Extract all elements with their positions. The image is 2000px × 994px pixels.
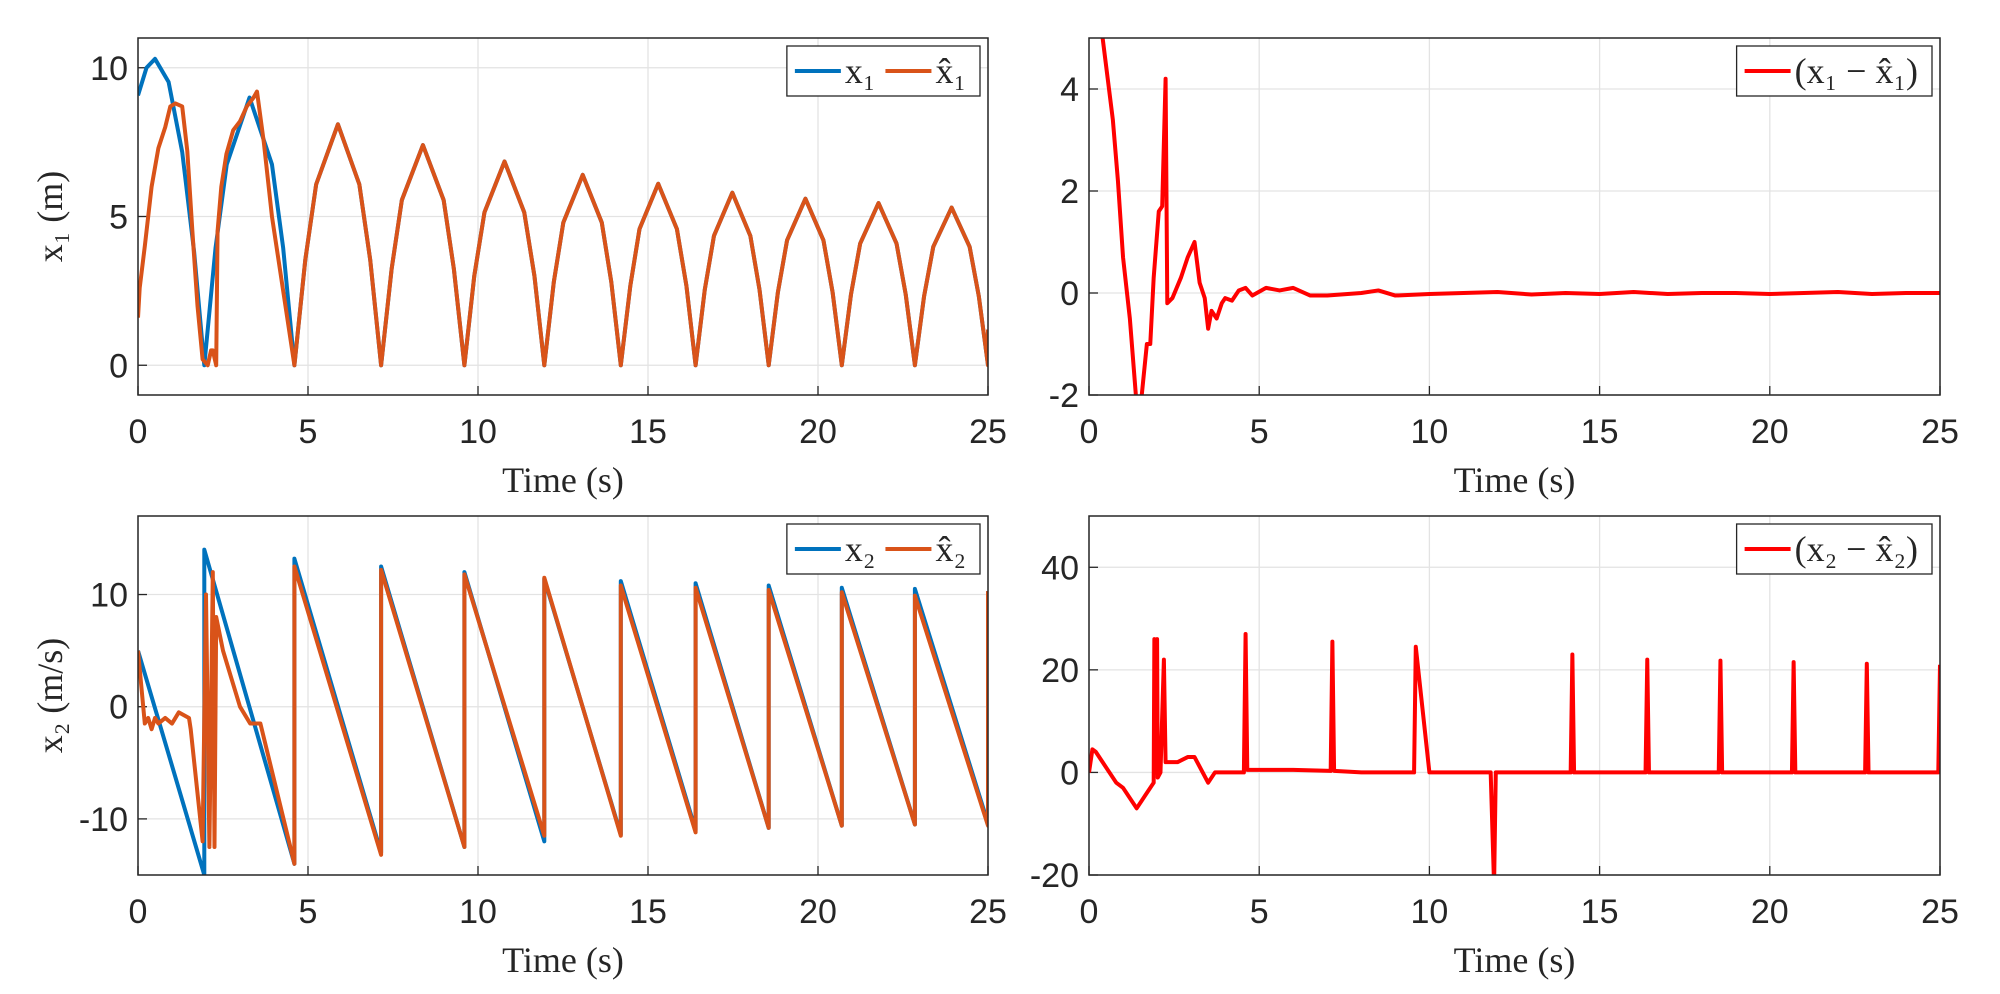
x-tick-label: 25 xyxy=(1921,893,1959,931)
axes-box xyxy=(137,37,989,396)
data-line xyxy=(138,89,988,368)
axes-box xyxy=(1088,37,1941,396)
x-tick-label: 10 xyxy=(459,413,497,451)
x-tick-label: 20 xyxy=(799,413,837,451)
x-tick-label: 15 xyxy=(1581,893,1619,931)
y-axis-label: x₁ (m) xyxy=(30,171,70,263)
x-tick-label: 20 xyxy=(1751,413,1789,451)
x-tick-label: 0 xyxy=(1080,893,1099,931)
x-tick-label: 5 xyxy=(299,893,318,931)
data-line xyxy=(138,564,988,866)
legend-label: x₂ xyxy=(845,529,876,569)
y-tick-label: 5 xyxy=(109,199,128,237)
x-tick-label: 10 xyxy=(459,893,497,931)
legend-label: (x₁ − x̂₁) xyxy=(1795,51,1918,91)
y-tick-label: -10 xyxy=(79,801,128,839)
legend-label: x̂₁ xyxy=(935,51,966,91)
x-tick-label: 20 xyxy=(1751,893,1789,931)
y-tick-label: -2 xyxy=(1049,377,1079,415)
legend: (x₂ − x̂₂) xyxy=(1735,523,1933,575)
y-tick-label: 0 xyxy=(109,347,128,385)
data-line xyxy=(1100,38,1940,395)
y-tick-label: -20 xyxy=(1030,857,1079,895)
x-axis-label: Time (s) xyxy=(502,460,624,500)
legend-label: (x₂ − x̂₂) xyxy=(1795,529,1918,569)
y-tick-label: 0 xyxy=(109,689,128,727)
x-tick-label: 15 xyxy=(629,413,667,451)
y-tick-label: 40 xyxy=(1041,549,1079,587)
legend-label: x₁ xyxy=(845,51,876,91)
x-tick-label: 0 xyxy=(129,893,148,931)
x-tick-label: 15 xyxy=(629,893,667,931)
y-tick-label: 0 xyxy=(1060,754,1079,792)
x-tick-label: 25 xyxy=(1921,413,1959,451)
x-axis-label: Time (s) xyxy=(1454,460,1576,500)
x-tick-label: 5 xyxy=(1250,413,1269,451)
x-tick-label: 10 xyxy=(1410,893,1448,931)
plot-area xyxy=(1089,516,1940,875)
legend-label: x̂₂ xyxy=(935,529,966,569)
x-axis-label: Time (s) xyxy=(502,940,624,980)
x-tick-label: 0 xyxy=(1080,413,1099,451)
y-tick-label: 10 xyxy=(90,577,128,615)
data-line xyxy=(1089,631,1940,875)
x-tick-label: 10 xyxy=(1410,413,1448,451)
y-tick-label: 2 xyxy=(1060,173,1079,211)
y-tick-label: 10 xyxy=(90,50,128,88)
x-tick-label: 25 xyxy=(969,413,1007,451)
legend: x₁ x̂₁ xyxy=(786,45,981,97)
y-axis-label: x₂ (m/s) xyxy=(30,638,70,754)
y-tick-label: 0 xyxy=(1060,275,1079,313)
x-tick-label: 0 xyxy=(129,413,148,451)
plot-area xyxy=(1089,38,1940,395)
axes-box xyxy=(1088,515,1941,876)
y-tick-label: 20 xyxy=(1041,652,1079,690)
x-tick-label: 25 xyxy=(969,893,1007,931)
x-tick-label: 20 xyxy=(799,893,837,931)
x-axis-label: Time (s) xyxy=(1454,940,1576,980)
x-tick-label: 5 xyxy=(1250,893,1269,931)
legend: x₂ x̂₂ xyxy=(786,523,981,575)
x-tick-label: 15 xyxy=(1581,413,1619,451)
y-tick-label: 4 xyxy=(1060,71,1079,109)
legend: (x₁ − x̂₁) xyxy=(1735,45,1933,97)
x-tick-label: 5 xyxy=(299,413,318,451)
axes-box xyxy=(137,515,989,876)
